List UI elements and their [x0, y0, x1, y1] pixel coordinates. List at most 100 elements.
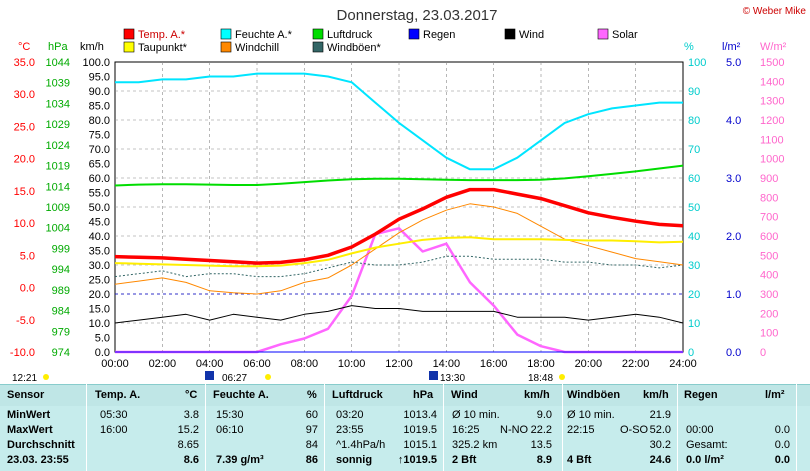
legend-swatch	[312, 28, 324, 40]
summary-header-row	[0, 384, 810, 406]
humidity-tick-label: 20	[688, 289, 700, 301]
humidity-time: 15:30	[216, 409, 244, 421]
table-header-humidity: Feuchte A.	[213, 389, 269, 401]
humidity-value: 84	[305, 439, 318, 451]
legend-label: Windböen*	[327, 42, 382, 54]
temp-value: 8.65	[177, 439, 199, 451]
wind-tick-label: 40.0	[89, 231, 110, 243]
rain-tick-label: 1.0	[726, 289, 741, 301]
wind-value: 13.5	[530, 439, 552, 451]
solar-tick-label: 900	[760, 173, 778, 185]
rain-tick-label: 5.0	[726, 57, 741, 69]
gust-label: 22:15	[567, 424, 595, 436]
time-tick-label: 06:00	[243, 358, 271, 370]
weather-chart: Donnerstag, 23.03.2017 © Weber Mike Temp. …	[10, 6, 807, 384]
temp-tick-label: 10.0	[14, 218, 35, 230]
temp-tick-label: 20.0	[14, 154, 35, 166]
table-header-pressure-unit: hPa	[413, 389, 434, 401]
solar-tick-label: 1100	[760, 134, 784, 146]
solar-tick-label: 1000	[760, 154, 784, 166]
table-header-sensor: Sensor	[7, 389, 45, 401]
temp-value: 3.8	[183, 409, 199, 421]
solar-tick-label: 600	[760, 231, 778, 243]
solar-tick-label: 800	[760, 192, 778, 204]
humidity-tick-label: 70	[688, 144, 700, 156]
time-tick-label: 22:00	[622, 358, 650, 370]
series-line-luftdruck	[114, 164, 684, 187]
solar-unit-label: W/m²	[760, 41, 787, 53]
wind-value: 9.0	[536, 409, 552, 421]
rain-tick-label: 3.0	[726, 173, 741, 185]
time-tick-label: 08:00	[291, 358, 319, 370]
legend-swatch	[504, 28, 516, 40]
wind-tick-label: 5.0	[95, 333, 110, 345]
humidity-tick-label: 10	[688, 318, 700, 330]
legend-swatch	[312, 41, 324, 53]
row-label: 23.03. 23:55	[7, 454, 69, 466]
table-header-wind: Wind	[451, 389, 478, 401]
pressure-value: 1013.4	[403, 409, 437, 421]
sunrise-icon	[205, 371, 214, 380]
humidity-unit-label: %	[684, 41, 694, 53]
time-tick-label: 10:00	[338, 358, 366, 370]
pressure-tick-label: 1044	[46, 57, 70, 69]
time-tick-label: 02:00	[149, 358, 177, 370]
legend-swatch	[123, 28, 135, 40]
temp-tick-label: 5.0	[20, 250, 35, 262]
wind-tick-label: 50.0	[89, 202, 110, 214]
legend-swatch	[597, 28, 609, 40]
humidity-tick-label: 90	[688, 86, 700, 98]
legend-label: Wind	[519, 29, 544, 41]
rain-tick-label: 0.0	[726, 347, 741, 359]
gust-value: 24.6	[649, 454, 671, 466]
humidity-tick-label: 80	[688, 115, 700, 127]
pressure-value: ↑1019.5	[397, 454, 437, 466]
sun-down-icon	[559, 374, 565, 380]
pressure-unit-label: hPa	[48, 41, 68, 53]
summary-table: Sensor Temp. A. °C Feuchte A. % Luftdruc…	[0, 384, 810, 471]
pressure-tick-label: 1024	[46, 140, 70, 152]
series-line-temp-a	[114, 187, 684, 265]
series-line-taupunkt	[114, 236, 684, 268]
humidity-time: 7.39 g/m³	[216, 454, 264, 466]
wind-tick-label: 25.0	[89, 275, 110, 287]
wind-direction: N-NO	[500, 424, 529, 436]
solar-tick-label: 200	[760, 308, 778, 320]
row-label: MinWert	[7, 409, 51, 421]
wind-tick-label: 95.0	[89, 72, 110, 84]
time-tick-label: 04:00	[196, 358, 224, 370]
humidity-tick-label: 30	[688, 260, 700, 272]
wind-tick-label: 70.0	[89, 144, 110, 156]
temp-value: 15.2	[177, 424, 199, 436]
legend-label: Solar	[612, 29, 638, 41]
legend-swatch	[123, 41, 135, 53]
temp-unit-label: °C	[18, 41, 30, 53]
solar-tick-label: 400	[760, 270, 778, 282]
rain-unit-label: l/m²	[722, 41, 741, 53]
temp-time: 16:00	[100, 424, 128, 436]
time-tick-label: 12:00	[385, 358, 413, 370]
gust-direction: O-SO	[620, 424, 649, 436]
wind-tick-label: 15.0	[89, 304, 110, 316]
temp-tick-label: 30.0	[14, 89, 35, 101]
pressure-tick-label: 974	[52, 347, 70, 359]
wind-tick-label: 0.0	[95, 347, 110, 359]
wind-label: 16:25	[452, 424, 480, 436]
legend-label: Luftdruck	[327, 29, 373, 41]
table-header-rain-unit: l/m²	[765, 389, 785, 401]
wind-tick-label: 55.0	[89, 188, 110, 200]
pressure-tick-label: 999	[52, 243, 70, 255]
solar-tick-label: 0	[760, 347, 766, 359]
table-header-pressure: Luftdruck	[332, 389, 383, 401]
pressure-tick-label: 1029	[46, 119, 70, 131]
solar-tick-label: 500	[760, 250, 778, 262]
wind-label: 2 Bft	[452, 454, 477, 466]
temp-tick-label: 25.0	[14, 121, 35, 133]
legend-label: Windchill	[235, 42, 279, 54]
humidity-value: 86	[305, 454, 318, 466]
moon-time-label: 13:30	[440, 373, 465, 384]
pressure-tick-label: 994	[52, 264, 70, 276]
humidity-tick-label: 0	[688, 347, 694, 359]
rain-tick-label: 2.0	[726, 231, 741, 243]
wind-tick-label: 80.0	[89, 115, 110, 127]
